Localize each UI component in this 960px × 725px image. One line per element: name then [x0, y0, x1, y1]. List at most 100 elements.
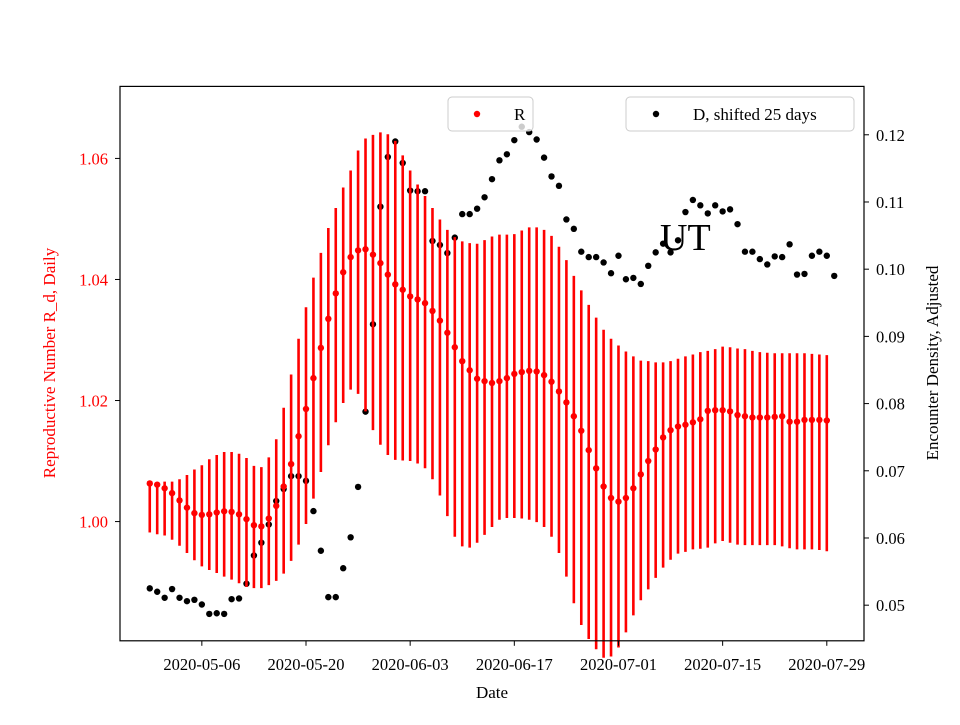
d-point: [793, 271, 801, 278]
y-right-tick-label: 0.07: [876, 462, 905, 481]
r-point: [250, 522, 258, 529]
r-point: [808, 416, 816, 424]
r-point: [667, 426, 674, 434]
r-point: [689, 419, 697, 426]
d-point: [570, 225, 578, 233]
r-point: [243, 515, 250, 523]
y-right-tick-label: 0.12: [876, 126, 905, 145]
r-point: [771, 413, 778, 421]
y-axis-left: 1.00 1.02 1.04 1.06: [79, 149, 120, 532]
d-point: [578, 248, 585, 255]
d-point: [756, 255, 764, 263]
x-tick-label: 2020-07-01: [580, 655, 657, 674]
r-point: [340, 269, 347, 276]
r-point: [526, 367, 533, 375]
r-point: [540, 371, 548, 379]
r-point: [801, 416, 808, 424]
y-right-tick-label: 0.06: [876, 529, 905, 548]
d-point: [340, 565, 347, 572]
r-point: [317, 344, 325, 352]
legend-d: D, shifted 25 days: [625, 96, 855, 132]
d-point: [645, 262, 652, 270]
d-point: [778, 253, 786, 261]
r-point: [466, 367, 473, 374]
y-axis-right-label: Encounter Density, Adjusted: [923, 265, 942, 460]
r-point: [213, 509, 220, 516]
r-point: [161, 485, 168, 492]
r-point: [183, 504, 191, 511]
r-point: [399, 286, 406, 293]
d-point: [540, 154, 548, 161]
r-point: [548, 378, 555, 385]
r-point: [503, 374, 511, 382]
d-point: [563, 216, 570, 223]
r-point: [630, 485, 637, 492]
y-left-tick-label: 1.06: [79, 149, 108, 168]
d-point: [533, 136, 540, 143]
legend-d-label: D, shifted 25 days: [693, 105, 817, 124]
r-point: [198, 511, 206, 519]
r-point: [726, 408, 734, 415]
d-point: [325, 593, 332, 601]
r-point: [154, 481, 161, 488]
d-point: [183, 597, 191, 605]
d-point: [191, 596, 198, 604]
r-point: [451, 344, 458, 351]
d-point: [317, 547, 325, 554]
legend-r-label: R: [514, 105, 526, 124]
d-point: [347, 534, 354, 541]
r-point: [712, 407, 719, 414]
y-left-tick-label: 1.04: [79, 270, 108, 289]
d-point: [764, 261, 771, 268]
d-point: [511, 136, 518, 144]
d-point: [310, 507, 317, 515]
r-point: [674, 423, 682, 430]
r-point: [764, 414, 771, 421]
d-point: [362, 408, 369, 415]
legend-d-marker: [652, 110, 660, 118]
d-point: [667, 249, 674, 256]
x-tick-label: 2020-06-17: [476, 655, 553, 674]
d-point: [198, 601, 206, 608]
d-point: [600, 259, 607, 266]
d-point: [466, 210, 473, 218]
d-point: [689, 196, 697, 204]
r-point: [578, 427, 585, 434]
r-point: [392, 281, 399, 288]
r-series-group: [146, 132, 830, 658]
r-point: [302, 405, 310, 413]
r-point: [697, 416, 704, 423]
r-point: [228, 508, 235, 516]
r-point: [652, 446, 659, 453]
d-point: [176, 594, 183, 601]
r-point: [377, 259, 384, 267]
r-point: [615, 498, 622, 505]
r-point: [473, 375, 481, 382]
legend-r: R: [447, 96, 534, 132]
d-point: [786, 241, 793, 248]
r-point: [436, 317, 444, 324]
d-point: [488, 175, 496, 183]
d-point: [206, 610, 213, 618]
d-point: [168, 585, 176, 593]
annotation-ut: UT: [660, 217, 711, 259]
x-tick-label: 2020-05-06: [163, 655, 240, 674]
r-point: [778, 413, 786, 420]
d-point: [697, 202, 704, 209]
x-tick-label: 2020-05-20: [268, 655, 345, 674]
d-point: [496, 157, 503, 164]
r-point: [325, 315, 332, 323]
d-point: [228, 595, 235, 603]
r-point: [414, 296, 421, 303]
r-point: [265, 515, 272, 522]
r-point: [793, 418, 801, 425]
r-point: [273, 502, 280, 510]
r-point: [354, 247, 362, 254]
r-point: [570, 413, 578, 420]
r-point: [719, 407, 726, 414]
r-point: [406, 293, 414, 300]
r-point: [518, 368, 525, 376]
r-point: [533, 368, 540, 375]
r-point: [347, 253, 354, 261]
y-right-tick-label: 0.10: [876, 260, 905, 279]
